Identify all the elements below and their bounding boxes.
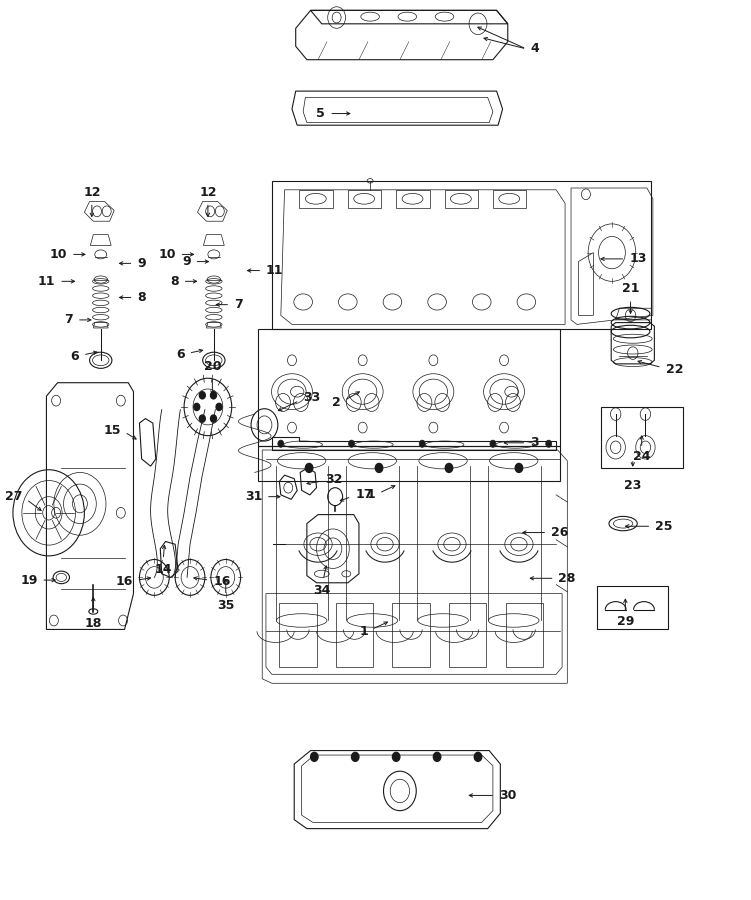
Circle shape (278, 440, 284, 447)
Text: 34: 34 (313, 584, 330, 597)
Text: 2: 2 (332, 396, 340, 409)
Text: 6: 6 (176, 348, 185, 362)
Circle shape (194, 403, 200, 410)
Text: 31: 31 (245, 491, 262, 503)
Text: 20: 20 (204, 360, 221, 373)
Circle shape (348, 440, 354, 447)
Text: 29: 29 (617, 615, 634, 628)
Text: 7: 7 (65, 313, 73, 327)
Text: 8: 8 (137, 291, 146, 304)
Text: 11: 11 (38, 274, 56, 288)
Circle shape (199, 392, 205, 399)
Circle shape (311, 752, 318, 761)
Bar (272, 181, 651, 328)
Text: 17: 17 (355, 489, 372, 501)
Circle shape (210, 415, 216, 422)
Circle shape (419, 440, 425, 447)
Circle shape (216, 403, 222, 410)
Circle shape (515, 464, 523, 472)
Circle shape (393, 752, 400, 761)
Circle shape (199, 415, 205, 422)
Text: 30: 30 (499, 789, 516, 802)
Text: 35: 35 (217, 598, 234, 612)
Text: 4: 4 (531, 42, 539, 56)
Text: 28: 28 (559, 572, 576, 585)
Text: 26: 26 (551, 526, 569, 539)
Circle shape (351, 752, 359, 761)
Text: 15: 15 (104, 424, 121, 436)
Text: 10: 10 (50, 248, 68, 261)
Circle shape (376, 464, 383, 472)
Text: 10: 10 (158, 248, 176, 261)
Text: 14: 14 (155, 563, 172, 576)
Bar (258, 446, 559, 482)
Text: 13: 13 (629, 252, 647, 266)
Bar (597, 587, 668, 629)
Text: 16: 16 (116, 575, 133, 589)
Circle shape (475, 752, 481, 761)
Text: 25: 25 (655, 520, 673, 533)
Text: 21: 21 (622, 282, 639, 295)
Text: 11: 11 (266, 264, 283, 277)
Bar (601, 407, 683, 468)
Text: 1: 1 (366, 489, 376, 501)
Text: 19: 19 (20, 573, 38, 587)
Text: 16: 16 (213, 575, 231, 589)
Text: 12: 12 (199, 185, 216, 199)
Circle shape (490, 440, 496, 447)
Text: 18: 18 (85, 616, 102, 630)
Text: 9: 9 (182, 255, 191, 268)
Text: 5: 5 (316, 107, 324, 120)
Circle shape (433, 752, 441, 761)
Bar (258, 328, 559, 446)
Text: 8: 8 (170, 274, 179, 288)
Circle shape (445, 464, 453, 472)
Text: 3: 3 (530, 436, 538, 449)
Text: 9: 9 (137, 256, 146, 270)
Text: 1: 1 (359, 625, 368, 638)
Circle shape (306, 464, 313, 472)
Circle shape (210, 392, 216, 399)
Text: 32: 32 (324, 473, 342, 486)
Text: 7: 7 (234, 298, 243, 311)
Text: 24: 24 (633, 450, 650, 463)
Text: 27: 27 (5, 491, 23, 503)
Text: 22: 22 (665, 363, 683, 376)
Text: 12: 12 (83, 185, 101, 199)
Text: 33: 33 (303, 392, 321, 404)
Circle shape (546, 440, 552, 447)
Text: 6: 6 (71, 350, 79, 364)
Text: 23: 23 (624, 479, 641, 491)
